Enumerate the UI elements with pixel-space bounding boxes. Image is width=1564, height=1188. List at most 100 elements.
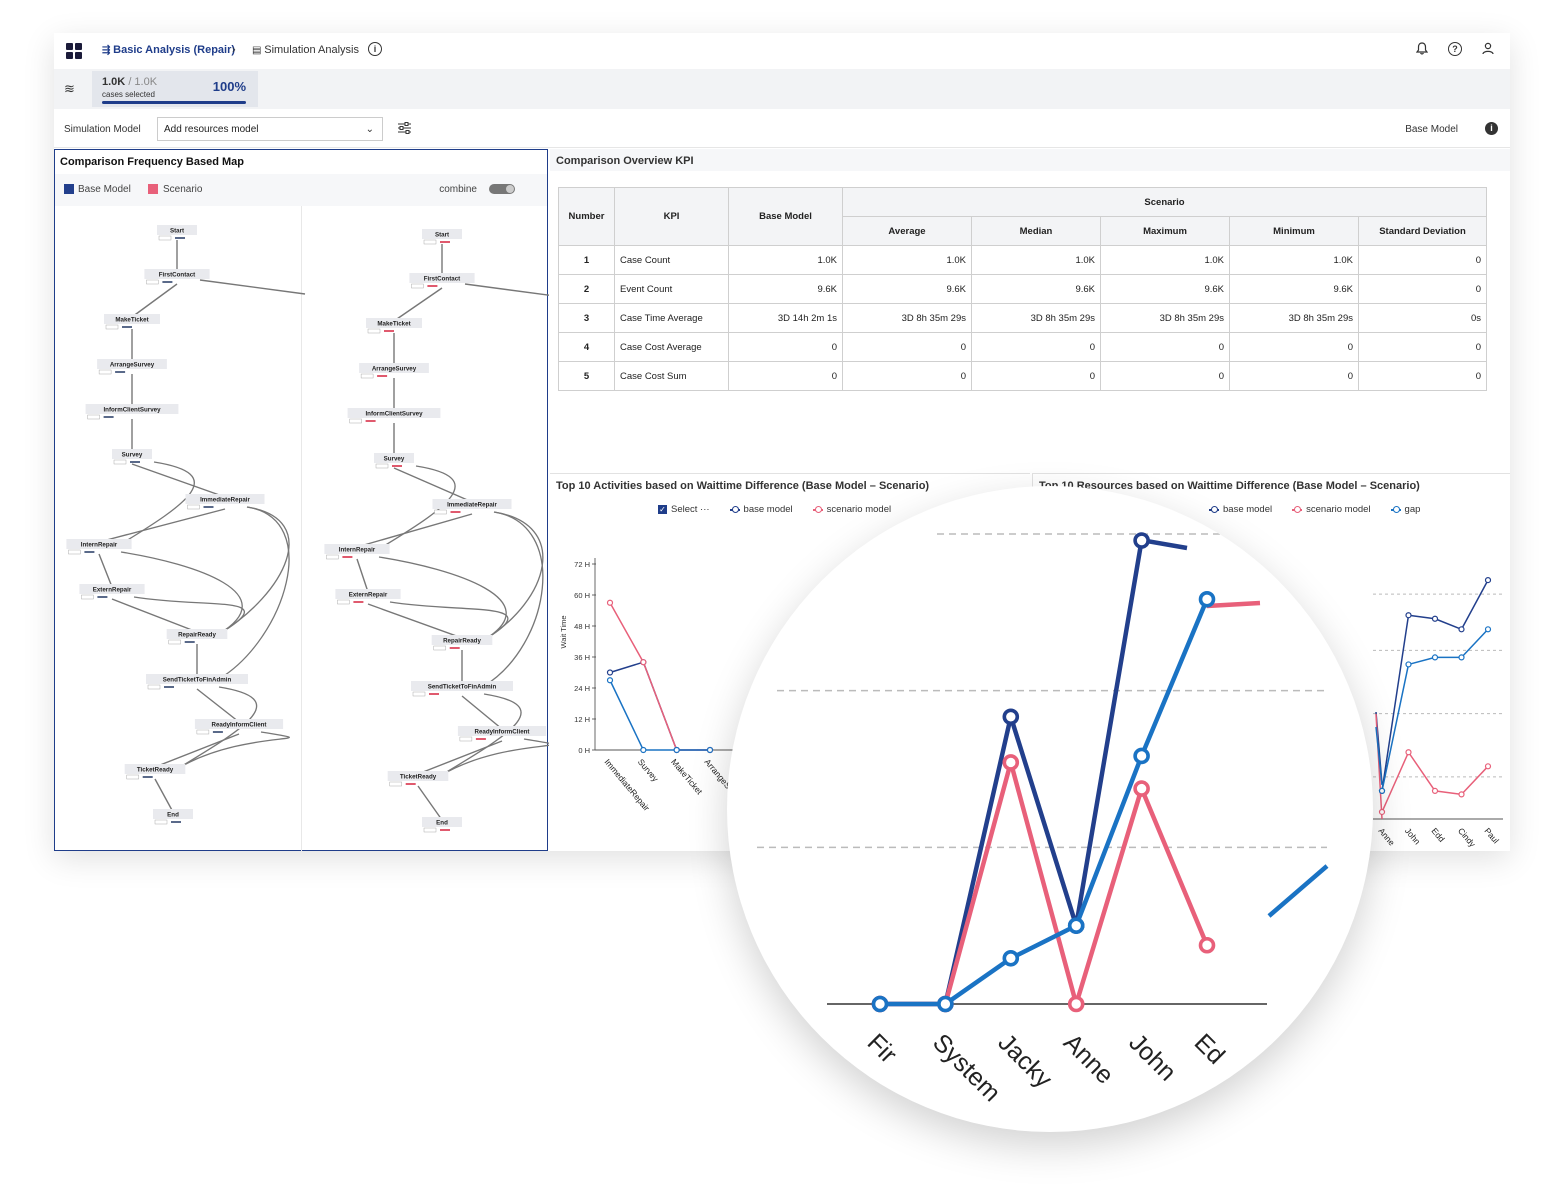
- map-node-label: FirstContact: [159, 272, 195, 279]
- legend-base[interactable]: base model: [729, 504, 793, 515]
- map-node-label: Survey: [122, 452, 143, 459]
- kpi-cell: 0: [728, 332, 843, 362]
- map-node: [432, 499, 512, 509]
- col-scenario: Scenario: [842, 187, 1487, 217]
- map-node-label: End: [436, 820, 448, 827]
- sliders-icon[interactable]: [398, 122, 411, 137]
- map-node-stat: [450, 511, 461, 513]
- map-node-label: ImmediateRepair: [447, 502, 497, 509]
- map-node-stat: [342, 556, 353, 558]
- legend-scenario[interactable]: scenario model: [812, 504, 891, 515]
- simulation-model-value: Add resources model: [164, 124, 259, 135]
- data-point: [1431, 787, 1439, 794]
- data-point: [1405, 749, 1412, 756]
- kpi-cell: 9.6K: [971, 274, 1101, 304]
- x-tick-label: Ed: [1189, 1028, 1230, 1069]
- map-node-label: ArrangeSurvey: [110, 362, 155, 369]
- kpi-cell: Case Cost Average: [614, 332, 729, 362]
- kpi-cell: 3D 8h 35m 29s: [1229, 303, 1359, 333]
- breadcrumb-simulation-analysis[interactable]: ▤ Simulation Analysis: [252, 44, 359, 56]
- help-icon[interactable]: ?: [1448, 42, 1464, 58]
- simulation-model-select[interactable]: Add resources model ⌄: [157, 117, 383, 141]
- kpi-row: 2 Event Count 9.6K 9.6K 9.6K 9.6K 9.6K 0: [558, 274, 1487, 304]
- legend-gap-label: gap: [1404, 504, 1421, 515]
- legend-select[interactable]: ✓ Select ···: [658, 504, 710, 515]
- kpi-cell: 3: [558, 303, 615, 333]
- data-point: [1198, 936, 1216, 954]
- map-node-badge: [81, 594, 94, 600]
- user-icon[interactable]: [1480, 42, 1496, 58]
- document-icon: ▤: [252, 45, 265, 56]
- legend-scenario[interactable]: scenario model: [1292, 504, 1371, 515]
- map-edge: [389, 601, 509, 641]
- combine-toggle[interactable]: [489, 184, 515, 194]
- map-edge: [439, 693, 522, 777]
- map-node: [374, 453, 414, 463]
- y-axis-label: Wait Time: [559, 615, 568, 648]
- kpi-cell: 0: [1358, 361, 1487, 391]
- legend-base-label: base model: [1223, 504, 1273, 515]
- map-node: [359, 363, 429, 373]
- data-point: [1484, 577, 1492, 584]
- kpi-title-bar: [550, 149, 1510, 171]
- map-node-label: RepairReady: [443, 638, 481, 645]
- map-edge: [461, 695, 503, 730]
- data-point: [1002, 950, 1020, 967]
- map-node-label: ExternRepair: [349, 592, 388, 599]
- map-node-stat: [384, 330, 394, 332]
- map-edge: [154, 778, 174, 813]
- map-node: [422, 817, 462, 827]
- data-point: [1067, 917, 1085, 934]
- process-map-area[interactable]: Start FirstContact MakeTicket ArrangeSurvey…: [55, 206, 549, 851]
- map-edge: [131, 463, 226, 498]
- resources-chart-title: Top 10 Resources based on Waittime Diffe…: [1039, 480, 1420, 492]
- map-node: [431, 635, 493, 645]
- map-node-stat: [184, 641, 195, 643]
- map-edge: [439, 738, 549, 777]
- map-node-stat: [365, 420, 376, 422]
- info-icon[interactable]: i: [1485, 122, 1498, 135]
- map-edge: [356, 513, 473, 548]
- activities-chart-panel: Top 10 Activities based on Waittime Diff…: [550, 473, 1030, 851]
- data-point: [1133, 532, 1150, 549]
- legend-base[interactable]: base model: [1209, 504, 1272, 515]
- app-grid-icon[interactable]: [66, 43, 82, 59]
- bell-icon[interactable]: [1414, 42, 1430, 58]
- map-node-stat: [162, 281, 173, 283]
- data-point: [640, 659, 647, 666]
- series-line-base-model: [1375, 579, 1489, 792]
- data-point: [1002, 708, 1020, 726]
- map-node: [144, 269, 210, 279]
- kpi-cell: 2: [558, 274, 615, 304]
- kpi-table: Number KPI Base Model Scenario Average M…: [558, 187, 1487, 391]
- legend-base-marker: [729, 505, 740, 513]
- map-node-stat: [97, 596, 108, 598]
- map-node-badge: [459, 736, 473, 742]
- kpi-cell: 9.6K: [728, 274, 843, 304]
- map-node-badge: [168, 639, 181, 645]
- data-point: [1133, 747, 1150, 765]
- map-node-badge: [423, 239, 437, 245]
- map-node-stat: [103, 416, 114, 418]
- legend-gap[interactable]: gap: [1390, 504, 1421, 515]
- map-edge: [417, 785, 443, 821]
- data-point: [1458, 654, 1465, 661]
- map-node-stat: [164, 686, 174, 688]
- activities-chart-title: Top 10 Activities based on Waittime Diff…: [556, 480, 930, 492]
- info-icon[interactable]: i: [368, 42, 384, 58]
- kpi-cell: 1.0K: [971, 245, 1101, 275]
- kpi-cell: 0: [1358, 245, 1487, 275]
- breadcrumb-basic-analysis[interactable]: ⇶ Basic Analysis (Repair): [102, 44, 235, 56]
- data-point: [1067, 995, 1085, 1013]
- kpi-cell: Event Count: [614, 274, 729, 304]
- chevron-right-icon: ›: [232, 44, 236, 56]
- app-window: ⇶ Basic Analysis (Repair) › ▤ Simulation…: [54, 33, 1510, 851]
- layers-icon[interactable]: ≋: [64, 81, 75, 96]
- cases-selected-card[interactable]: 1.0K / 1.0K cases selected 100%: [92, 71, 258, 107]
- data-point: [1405, 612, 1412, 619]
- cases-total-value: / 1.0K: [128, 76, 158, 88]
- map-node-badge: [68, 549, 81, 555]
- map-node-badge: [158, 235, 172, 241]
- map-node-badge: [337, 599, 350, 605]
